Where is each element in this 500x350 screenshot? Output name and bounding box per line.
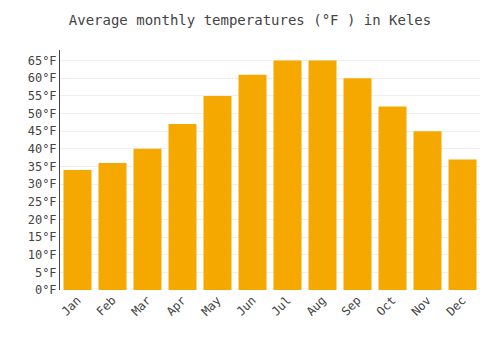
svg-text:10°F: 10°F [28, 248, 57, 262]
svg-text:Feb: Feb [94, 293, 119, 318]
svg-text:Apr: Apr [164, 293, 189, 318]
svg-text:20°F: 20°F [28, 213, 57, 227]
svg-text:Aug: Aug [304, 293, 329, 318]
svg-text:Jul: Jul [269, 293, 294, 318]
svg-text:Jan: Jan [59, 293, 84, 318]
svg-text:Oct: Oct [374, 293, 399, 318]
svg-text:30°F: 30°F [28, 177, 57, 191]
svg-text:0°F: 0°F [35, 283, 57, 297]
svg-text:Jun: Jun [234, 293, 259, 318]
svg-text:Dec: Dec [444, 293, 469, 318]
svg-text:40°F: 40°F [28, 142, 57, 156]
svg-text:50°F: 50°F [28, 107, 57, 121]
svg-text:Nov: Nov [409, 293, 434, 318]
svg-text:May: May [199, 293, 224, 318]
svg-text:5°F: 5°F [35, 266, 57, 280]
svg-text:25°F: 25°F [28, 195, 57, 209]
svg-text:15°F: 15°F [28, 230, 57, 244]
svg-text:65°F: 65°F [28, 54, 57, 68]
svg-text:45°F: 45°F [28, 124, 57, 138]
svg-text:Mar: Mar [129, 293, 154, 318]
svg-text:Average monthly temperatures (: Average monthly temperatures (°F ) in Ke… [69, 12, 431, 28]
svg-text:Sep: Sep [339, 293, 364, 318]
svg-text:60°F: 60°F [28, 71, 57, 85]
svg-text:55°F: 55°F [28, 89, 57, 103]
svg-text:35°F: 35°F [28, 160, 57, 174]
